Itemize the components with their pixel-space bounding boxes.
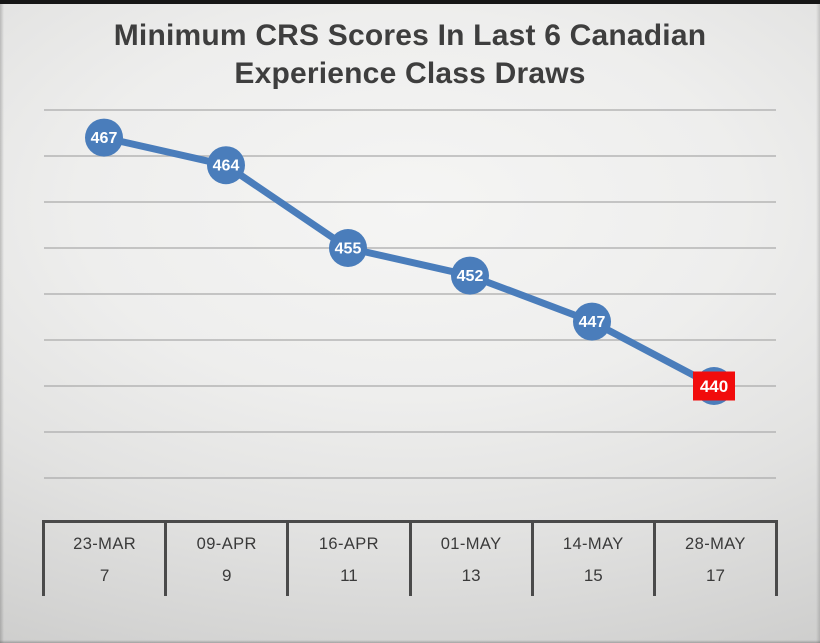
x-axis-date-label: 14-MAY xyxy=(562,535,624,553)
data-point-marker xyxy=(573,302,611,341)
x-axis-cell: 23-MAR 7 xyxy=(42,523,164,596)
x-axis-date-label: 09-APR xyxy=(196,535,257,553)
highlight-label: 440 xyxy=(700,377,728,396)
x-axis-date-label: 16-APR xyxy=(318,535,380,553)
x-axis-draw-number: 9 xyxy=(222,566,232,585)
data-point-marker xyxy=(85,118,123,157)
x-axis-draw-number: 13 xyxy=(461,566,481,585)
x-axis-draw-number: 7 xyxy=(99,566,110,585)
x-axis-cell: 14-MAY 15 xyxy=(530,523,653,596)
x-axis-date-label: 28-MAY xyxy=(685,535,746,553)
x-axis-table: 23-MAR 7 09-APR 9 16-APR 11 01-MAY 13 14-MAY 15 28… xyxy=(42,520,779,596)
data-point-label: 467 xyxy=(91,130,118,147)
data-point-label: 447 xyxy=(579,314,606,331)
data-point-label: 455 xyxy=(335,241,362,258)
x-axis-draw-number: 15 xyxy=(583,566,603,585)
x-axis-cell: 16-APR 11 xyxy=(286,523,408,596)
chart-title: Minimum CRS Scores In Last 6 Canadian Ex… xyxy=(113,19,707,90)
top-border xyxy=(0,0,820,4)
x-axis-cell: 09-APR 9 xyxy=(164,523,286,596)
data-point-marker xyxy=(451,256,489,295)
x-axis-cell: 28-MAY 17 xyxy=(652,523,779,596)
x-axis-cell: 01-MAY 13 xyxy=(408,523,531,596)
x-axis-date-label: 23-MAR xyxy=(73,535,137,553)
x-axis-draw-number: 17 xyxy=(705,566,725,585)
x-axis-date-label: 01-MAY xyxy=(440,535,502,553)
data-point-label: 452 xyxy=(457,268,484,285)
highlight-label-box xyxy=(693,371,735,401)
series-line xyxy=(100,134,718,390)
data-point-label: 464 xyxy=(213,158,240,175)
x-axis-draw-number: 11 xyxy=(340,566,358,585)
data-point-marker xyxy=(329,229,367,267)
data-point-marker xyxy=(207,146,245,185)
